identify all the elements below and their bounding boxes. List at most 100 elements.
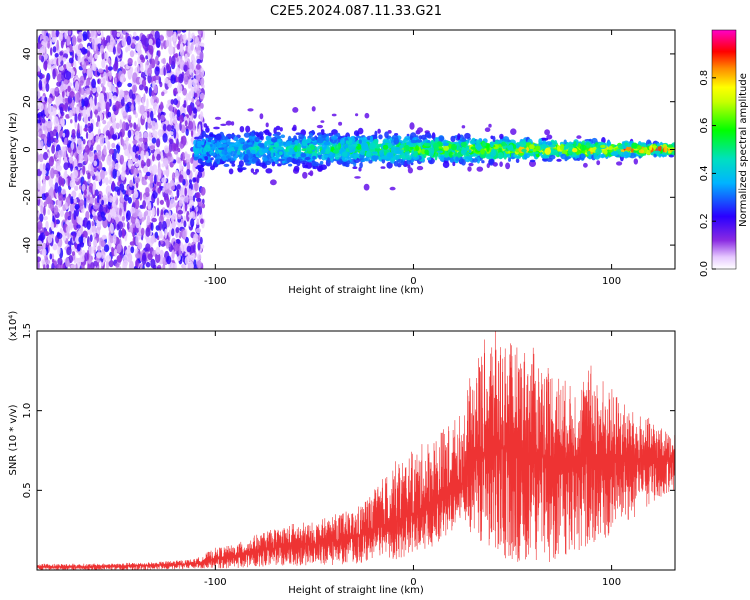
noise-blob	[137, 64, 140, 73]
noise-blob	[105, 259, 110, 269]
signal-blob	[476, 166, 484, 172]
noise-blob	[38, 153, 44, 163]
spectrogram-marks	[37, 30, 675, 269]
noise-blob	[162, 123, 167, 132]
noise-blob	[67, 232, 70, 240]
signal-blob	[240, 167, 247, 171]
noise-blob	[105, 64, 109, 75]
noise-blob	[92, 184, 95, 195]
signal-blob	[541, 137, 549, 141]
signal-blob	[376, 144, 380, 149]
signal-blob	[620, 151, 624, 158]
noise-blob	[78, 83, 82, 93]
noise-blob	[37, 104, 40, 110]
signal-blob	[320, 129, 325, 134]
noise-blob	[132, 144, 138, 154]
noise-blob	[56, 96, 61, 106]
noise-blob	[58, 192, 63, 201]
noise-blob	[129, 179, 133, 188]
noise-blob	[127, 129, 132, 139]
noise-blob	[74, 113, 78, 123]
noise-blob	[168, 45, 174, 56]
signal-blob	[358, 139, 362, 144]
noise-blob	[109, 125, 114, 135]
noise-blob	[105, 255, 112, 262]
noise-blob	[170, 74, 176, 85]
noise-blob	[138, 84, 144, 91]
noise-blob	[60, 117, 65, 128]
noise-blob	[132, 110, 137, 115]
signal-blob	[204, 156, 208, 161]
noise-blob	[115, 144, 120, 151]
noise-blob	[56, 81, 62, 87]
noise-blob	[197, 241, 201, 251]
noise-blob	[127, 58, 133, 65]
noise-blob	[92, 231, 96, 238]
signal-blob	[286, 157, 291, 164]
noise-blob	[165, 39, 170, 48]
signal-blob	[271, 137, 278, 143]
noise-blob	[115, 216, 119, 224]
noise-blob	[199, 111, 204, 122]
noise-blob	[96, 222, 101, 228]
noise-blob	[60, 209, 64, 217]
noise-blob	[52, 243, 58, 251]
noise-blob	[115, 72, 119, 79]
noise-blob	[101, 199, 104, 206]
signal-blob	[361, 142, 369, 150]
signal-blob	[345, 140, 349, 145]
noise-blob	[102, 119, 107, 125]
signal-blob	[269, 145, 276, 148]
signal-blob	[430, 146, 435, 155]
noise-blob	[125, 46, 129, 53]
noise-blob	[164, 228, 168, 239]
noise-blob	[143, 111, 148, 119]
noise-blob	[144, 210, 149, 216]
signal-blob	[533, 151, 539, 155]
noise-blob	[47, 97, 53, 104]
noise-blob	[160, 209, 164, 216]
noise-blob	[156, 266, 161, 269]
signal-blob	[246, 149, 251, 155]
signal-blob	[193, 149, 199, 155]
signal-blob	[444, 151, 449, 158]
noise-blob	[92, 102, 96, 112]
signal-blob	[539, 152, 543, 156]
signal-blob	[550, 147, 554, 154]
noise-blob	[51, 30, 55, 40]
noise-blob	[56, 39, 59, 51]
noise-blob	[74, 92, 80, 104]
noise-blob	[76, 224, 81, 229]
signal-blob	[424, 149, 429, 155]
noise-blob	[44, 96, 48, 102]
signal-blob	[321, 154, 326, 161]
noise-blob	[100, 169, 105, 180]
signal-blob	[261, 148, 269, 154]
noise-blob	[50, 58, 56, 65]
noise-blob	[43, 35, 49, 43]
noise-blob	[145, 171, 151, 177]
signal-blob	[220, 123, 227, 127]
noise-blob	[40, 34, 44, 40]
noise-blob	[58, 176, 63, 187]
noise-blob	[146, 110, 150, 119]
noise-blob	[193, 233, 199, 243]
signal-blob	[389, 186, 396, 191]
noise-blob	[162, 57, 166, 65]
noise-blob	[54, 53, 59, 58]
noise-blob	[59, 106, 64, 115]
signal-blob	[416, 165, 424, 171]
noise-blob	[124, 148, 129, 156]
noise-blob	[48, 176, 53, 188]
noise-blob	[190, 42, 194, 51]
noise-blob	[129, 224, 133, 233]
noise-blob	[173, 143, 179, 151]
noise-blob	[93, 204, 99, 210]
noise-blob	[131, 151, 136, 163]
signal-blob	[336, 132, 341, 138]
noise-blob	[88, 138, 91, 148]
noise-blob	[45, 259, 51, 265]
signal-blob	[568, 143, 574, 151]
noise-blob	[55, 30, 59, 38]
noise-blob	[150, 120, 157, 131]
